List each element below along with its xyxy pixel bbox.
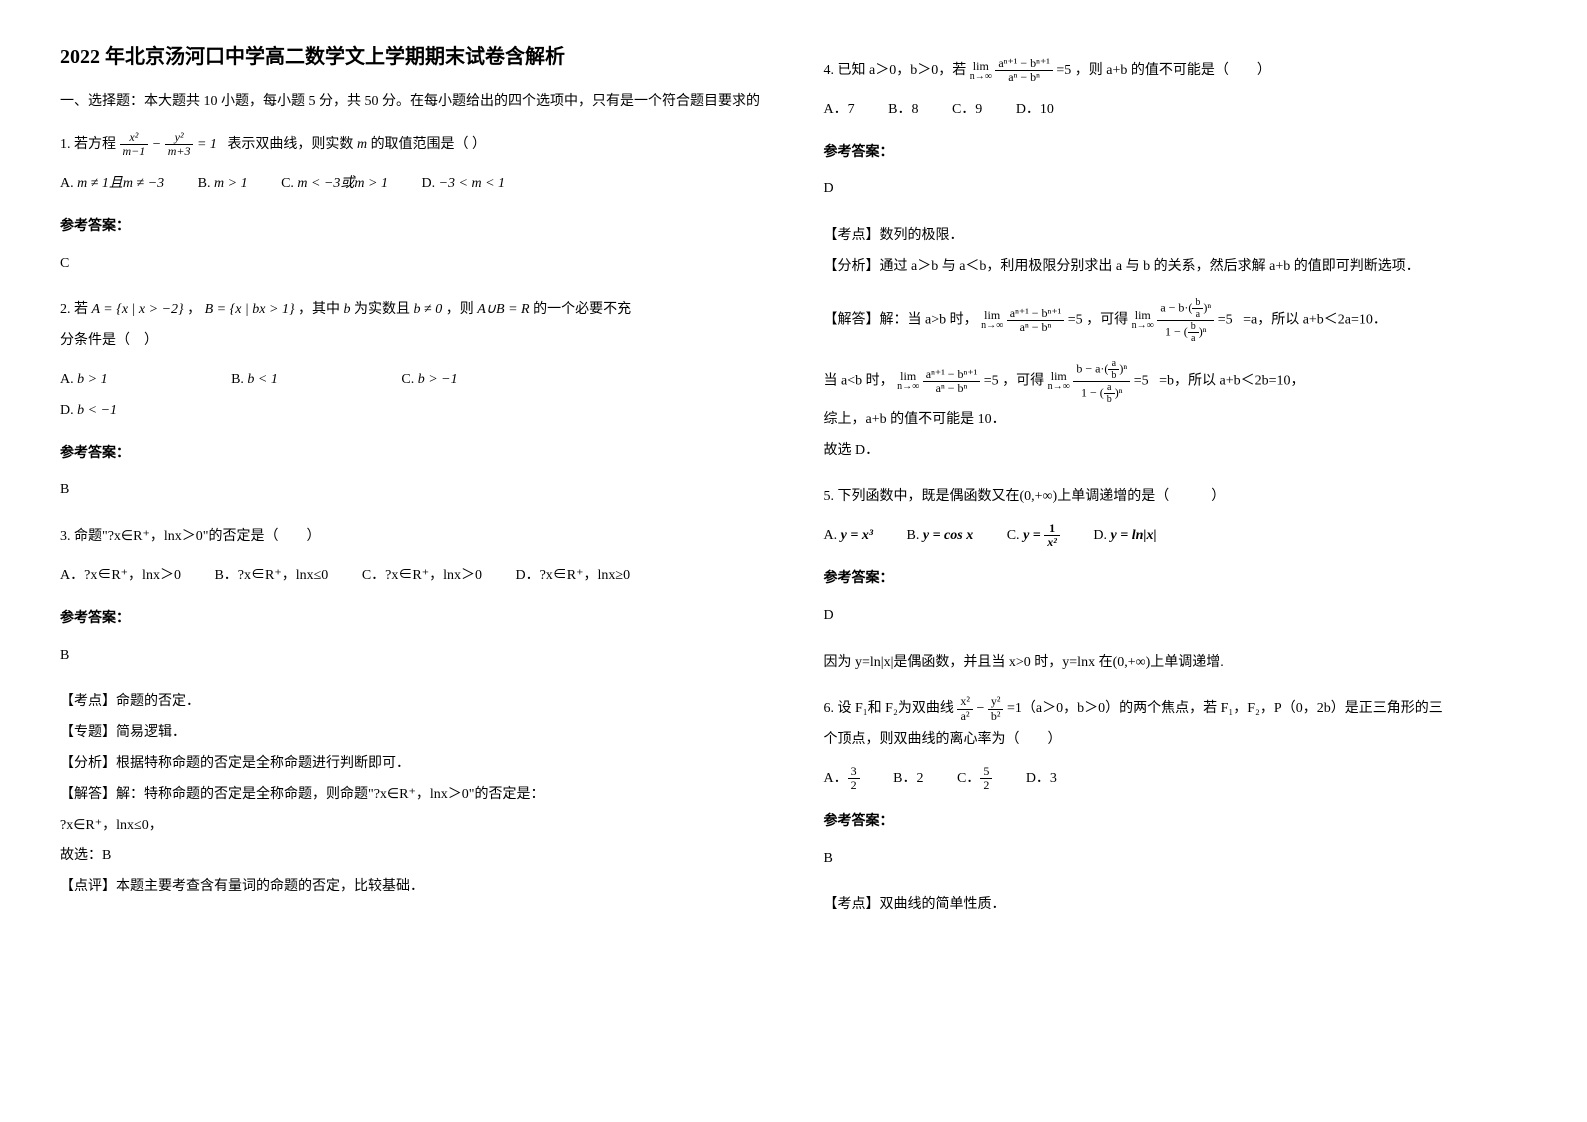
q4-stem-prefix: 4. 已知 a＞0，b＞0，若 bbox=[824, 63, 967, 78]
q5-optA: A. y = x³ bbox=[824, 521, 874, 552]
q2-answer: B bbox=[60, 475, 764, 506]
q5-answer: D bbox=[824, 601, 1528, 632]
q3-dianping: 【点评】本题主要考查含有量词的命题的否定，比较基础． bbox=[60, 872, 764, 903]
q1-frac1-num: x² bbox=[120, 131, 149, 145]
question-3: 3. 命题"?x∈R⁺，lnx＞0"的否定是（ ） A．?x∈R⁺，lnx＞0 … bbox=[60, 522, 764, 903]
q1-frac2-den: m+3 bbox=[165, 145, 194, 158]
q6-options: A．32 B．2 C．52 D．3 bbox=[824, 764, 1528, 795]
q5-ans-label: 参考答案： bbox=[824, 564, 1528, 595]
q6-stem-mid: =1（a＞0，b＞0）的两个焦点，若 F₁，F₂，P（0，2b）是正三角形的三 bbox=[1007, 701, 1443, 716]
q1-optA: A. m ≠ 1且m ≠ −3 bbox=[60, 169, 164, 200]
q4-stem-suffix: ，则 a+b 的值不可能是（ ） bbox=[1075, 63, 1271, 78]
q2-union: A∪B = R bbox=[477, 302, 529, 317]
q1-optB: B. m > 1 bbox=[198, 169, 248, 200]
q2-B-def: B = {x | bx > 1} bbox=[205, 302, 295, 317]
q6-stem-prefix: 6. 设 F₁和 F₂为双曲线 bbox=[824, 701, 954, 716]
q5-options: A. y = x³ B. y = cos x C. y = 1x² D. y =… bbox=[824, 521, 1528, 552]
q6-ans-label: 参考答案： bbox=[824, 807, 1528, 838]
q2-options: A. b > 1 B. b < 1 C. b > −1 D. b < −1 bbox=[60, 365, 764, 427]
q1-stem-suffix: 表示双曲线，则实数 bbox=[227, 137, 353, 152]
q3-kaodian: 【考点】命题的否定． bbox=[60, 687, 764, 718]
q2-A-def: A = {x | x > −2} bbox=[92, 302, 184, 317]
q6-optD: D．3 bbox=[1026, 764, 1057, 795]
q4-optB: B．8 bbox=[888, 95, 918, 126]
q1-minus: − bbox=[152, 137, 161, 152]
q6-optC: C．52 bbox=[957, 764, 992, 795]
q5-optD: D. y = ln|x| bbox=[1093, 521, 1156, 552]
question-2: 2. 若 A = {x | x > −2} ， B = {x | bx > 1}… bbox=[60, 295, 764, 506]
q2-ans-label: 参考答案： bbox=[60, 439, 764, 470]
q2-line2: 分条件是（ ） bbox=[60, 326, 764, 357]
q6-stem-line2: 个顶点，则双曲线的离心率为（ ） bbox=[824, 725, 1528, 756]
q4-optC: C．9 bbox=[952, 95, 982, 126]
q5-stem: 5. 下列函数中，既是偶函数又在(0,+∞)上单调递增的是（ ） bbox=[824, 482, 1528, 513]
q3-jieda: 【解答】解：特称命题的否定是全称命题，则命题"?x∈R⁺，lnx＞0"的否定是： bbox=[60, 780, 764, 811]
q6-frac2: y² b² bbox=[988, 695, 1004, 722]
q4-jieda-summary: 综上，a+b 的值不可能是 10． bbox=[824, 405, 1528, 436]
q6-kaodian: 【考点】双曲线的简单性质． bbox=[824, 890, 1528, 921]
q4-options: A．7 B．8 C．9 D．10 bbox=[824, 95, 1528, 126]
right-column: 4. 已知 a＞0，b＞0，若 lim n→∞ aⁿ⁺¹ − bⁿ⁺¹ aⁿ −… bbox=[824, 40, 1528, 937]
question-1: 1. 若方程 x² m−1 − y² m+3 = 1 表示双曲线，则实数 m 的… bbox=[60, 130, 764, 279]
q1-frac2: y² m+3 bbox=[165, 131, 194, 158]
q1-ans-label: 参考答案： bbox=[60, 212, 764, 243]
q6-frac1: x² a² bbox=[957, 695, 973, 722]
page-title: 2022 年北京汤河口中学高二数学文上学期期末试卷含解析 bbox=[60, 40, 764, 69]
q5-explanation: 因为 y=ln|x|是偶函数，并且当 x>0 时，y=lnx 在(0,+∞)上单… bbox=[824, 648, 1528, 679]
q1-stem-prefix: 1. 若方程 bbox=[60, 137, 116, 152]
section-1-heading: 一、选择题：本大题共 10 小题，每小题 5 分，共 50 分。在每小题给出的四… bbox=[60, 89, 764, 114]
q1-eq: = 1 bbox=[197, 137, 217, 152]
q4-jieda-line2: 当 a<b 时， limn→∞ aⁿ⁺¹ − bⁿ⁺¹aⁿ − bⁿ =5 ，可… bbox=[824, 358, 1528, 405]
left-column: 2022 年北京汤河口中学高二数学文上学期期末试卷含解析 一、选择题：本大题共 … bbox=[60, 40, 764, 937]
q3-options: A．?x∈R⁺，lnx＞0 B．?x∈R⁺，lnx≤0 C．?x∈R⁺，lnx＞… bbox=[60, 561, 764, 592]
q4-rfrac1: a − b·(ba)ⁿ 1 − (ba)ⁿ bbox=[1157, 297, 1214, 344]
q1-options: A. m ≠ 1且m ≠ −3 B. m > 1 C. m < −3或m > 1… bbox=[60, 169, 764, 200]
q6-optB: B．2 bbox=[893, 764, 923, 795]
q3-fenxi: 【分析】根据特称命题的否定是全称命题进行判断即可． bbox=[60, 749, 764, 780]
q4-jieda-choice: 故选 D． bbox=[824, 436, 1528, 467]
q3-jieda-2: ?x∈R⁺，lnx≤0， bbox=[60, 811, 764, 842]
q1-answer: C bbox=[60, 249, 764, 280]
q6-answer: B bbox=[824, 844, 1528, 875]
q1-optD: D. −3 < m < 1 bbox=[421, 169, 505, 200]
question-4: 4. 已知 a＞0，b＞0，若 lim n→∞ aⁿ⁺¹ − bⁿ⁺¹ aⁿ −… bbox=[824, 56, 1528, 466]
q3-optC: C．?x∈R⁺，lnx＞0 bbox=[362, 561, 482, 592]
q3-ans-label: 参考答案： bbox=[60, 604, 764, 635]
q2-stem-prefix: 2. 若 bbox=[60, 302, 88, 317]
q1-frac1: x² m−1 bbox=[120, 131, 149, 158]
q3-optD: D．?x∈R⁺，lnx≥0 bbox=[515, 561, 630, 592]
question-5: 5. 下列函数中，既是偶函数又在(0,+∞)上单调递增的是（ ） A. y = … bbox=[824, 482, 1528, 678]
question-6: 6. 设 F₁和 F₂为双曲线 x² a² − y² b² =1（a＞0，b＞0… bbox=[824, 694, 1528, 921]
q4-optD: D．10 bbox=[1016, 95, 1054, 126]
q4-optA: A．7 bbox=[824, 95, 855, 126]
q2-optB: B. b < 1 bbox=[231, 365, 278, 396]
q5-optB: B. y = cos x bbox=[907, 521, 974, 552]
q4-ans-label: 参考答案： bbox=[824, 138, 1528, 169]
q4-jieda-line1: 【解答】解：当 a>b 时， limn→∞ aⁿ⁺¹ − bⁿ⁺¹aⁿ − bⁿ… bbox=[824, 297, 1528, 344]
q4-frac: aⁿ⁺¹ − bⁿ⁺¹ aⁿ − bⁿ bbox=[995, 57, 1053, 84]
q2-optA: A. b > 1 bbox=[60, 365, 108, 396]
q3-optB: B．?x∈R⁺，lnx≤0 bbox=[214, 561, 328, 592]
q4-rfrac2: b − a·(ab)ⁿ 1 − (ab)ⁿ bbox=[1073, 358, 1130, 405]
q3-jieda-3: 故选：B bbox=[60, 841, 764, 872]
q3-zhuanti: 【专题】简易逻辑． bbox=[60, 718, 764, 749]
q1-m: m bbox=[357, 137, 367, 152]
q2-optD: D. b < −1 bbox=[60, 396, 117, 427]
q1-frac1-den: m−1 bbox=[120, 145, 149, 158]
q4-kaodian: 【考点】数列的极限． bbox=[824, 221, 1528, 252]
q1-frac2-num: y² bbox=[165, 131, 194, 145]
q1-optC: C. m < −3或m > 1 bbox=[281, 169, 388, 200]
q6-optA: A．32 bbox=[824, 764, 860, 795]
q4-answer: D bbox=[824, 174, 1528, 205]
q4-lim: lim n→∞ bbox=[970, 60, 992, 82]
q5-optC: C. y = 1x² bbox=[1007, 521, 1060, 552]
q1-stem-end: 的取值范围是（ ） bbox=[371, 137, 487, 152]
q4-eq5: =5 bbox=[1056, 63, 1071, 78]
q4-fenxi: 【分析】通过 a＞b 与 a＜b，利用极限分别求出 a 与 b 的关系，然后求解… bbox=[824, 252, 1528, 283]
q3-stem: 3. 命题"?x∈R⁺，lnx＞0"的否定是（ ） bbox=[60, 522, 764, 553]
q2-optC: C. b > −1 bbox=[401, 365, 457, 396]
q3-answer: B bbox=[60, 641, 764, 672]
q3-optA: A．?x∈R⁺，lnx＞0 bbox=[60, 561, 181, 592]
